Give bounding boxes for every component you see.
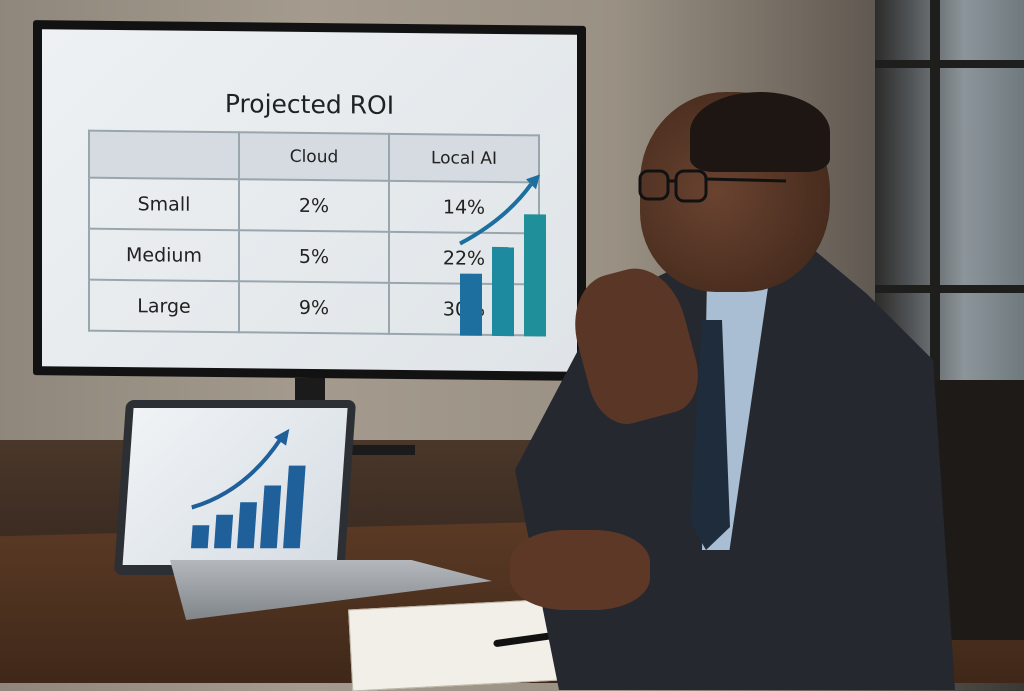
laptop-screen (122, 408, 348, 565)
row-label: Small (89, 177, 239, 231)
row-label: Large (89, 279, 239, 333)
rising-bar-chart-icon (190, 428, 306, 549)
cloud-value: 2% (239, 179, 389, 232)
cloud-value: 5% (239, 230, 389, 283)
person-hand (510, 530, 650, 610)
slide-title: Projected ROI (224, 89, 395, 120)
cloud-value: 9% (239, 281, 389, 334)
glasses (638, 169, 787, 203)
window (875, 0, 1024, 390)
tv-monitor: Projected ROI Cloud Local AI Small 2% 14… (33, 20, 586, 381)
header-cell (89, 130, 239, 180)
laptop (113, 400, 357, 575)
person-hair (690, 92, 830, 172)
header-cell: Cloud (239, 132, 389, 181)
rising-bar-chart-icon (459, 174, 546, 337)
tv-screen: Projected ROI Cloud Local AI Small 2% 14… (42, 29, 577, 372)
row-label: Medium (89, 228, 239, 282)
